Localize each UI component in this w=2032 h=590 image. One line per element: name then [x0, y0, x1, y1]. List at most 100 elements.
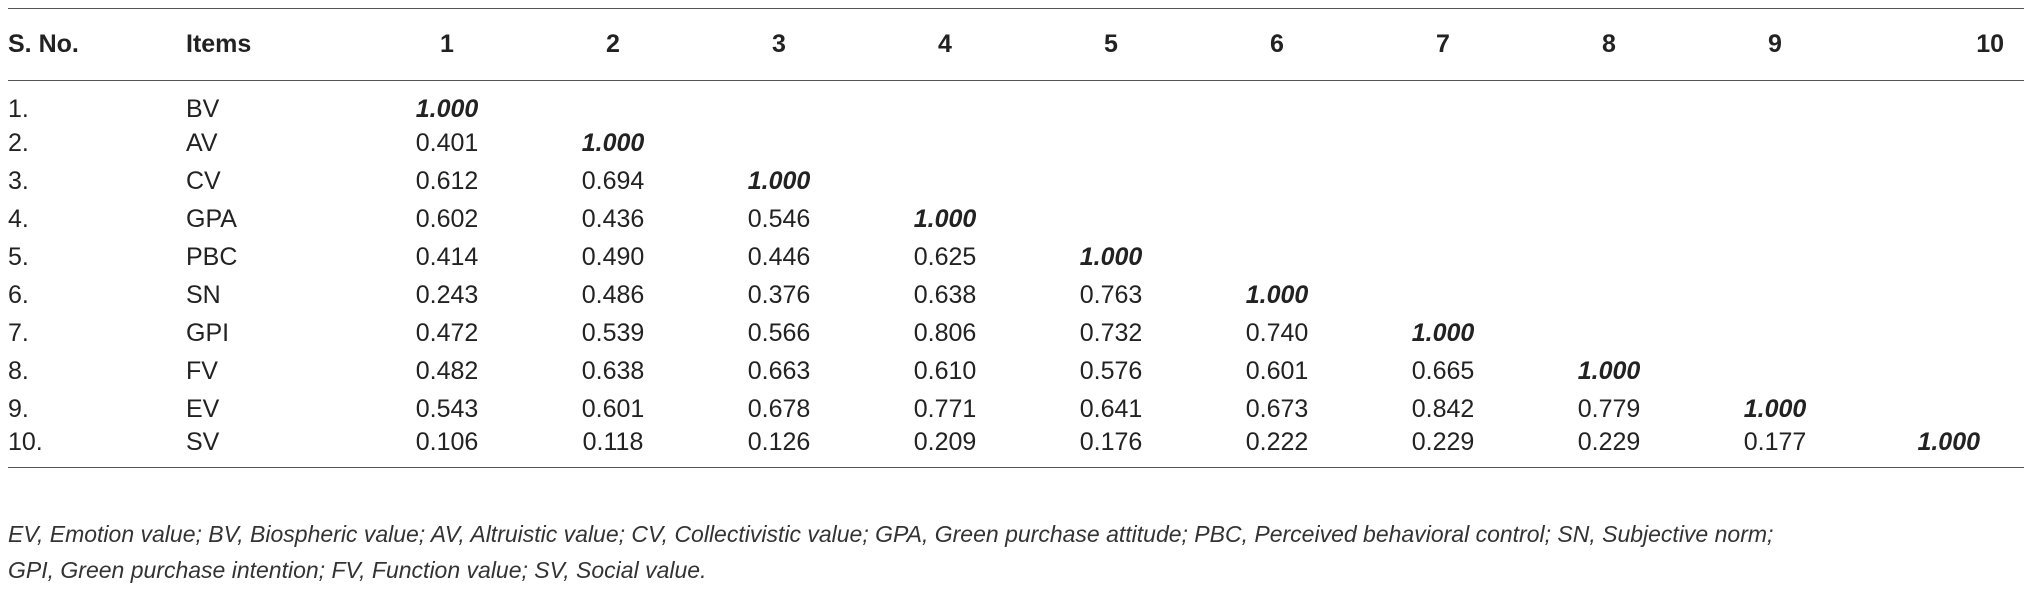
row-item: BV [186, 95, 220, 123]
diagonal-cell: 1.000 [747, 166, 811, 195]
correlation-cell [1858, 314, 2024, 352]
row-sno: 1. [8, 95, 29, 123]
table-body: 1. BV 1.000 2. AV 0.401 1.000 3. CV 0.612 0.694 1.0… [8, 81, 2024, 468]
header-col-5: 5 [1104, 30, 1118, 58]
correlation-cell: 0.106 [415, 428, 479, 456]
table-header: S. No. Items 1 2 3 4 5 6 7 8 9 10 [8, 8, 2024, 81]
correlation-cell: 0.610 [913, 356, 977, 385]
row-item: AV [186, 128, 218, 157]
correlation-cell: 0.601 [1245, 356, 1309, 385]
correlation-cell: 0.602 [415, 204, 479, 233]
correlation-cell [1692, 314, 1858, 352]
diagonal-cell: 1.000 [1411, 318, 1475, 347]
table-row: 1. BV 1.000 [8, 81, 2024, 125]
table-row: 7. GPI 0.472 0.539 0.566 0.806 0.732 0.740 1.000 [8, 314, 2024, 352]
correlation-cell [1858, 352, 2024, 390]
row-item: PBC [186, 242, 238, 271]
correlation-cell: 0.740 [1245, 318, 1309, 347]
row-sno: 7. [8, 318, 29, 347]
correlation-cell [1692, 200, 1858, 238]
header-col-3: 3 [772, 30, 786, 58]
correlation-cell: 0.376 [747, 280, 811, 309]
header-col-1: 1 [440, 30, 454, 58]
correlation-cell: 0.446 [747, 242, 811, 271]
row-sno: 10. [8, 428, 43, 456]
correlation-cell: 0.732 [1079, 318, 1143, 347]
correlation-cell: 0.222 [1245, 428, 1309, 456]
header-col-2: 2 [606, 30, 620, 58]
diagonal-cell: 1.000 [1245, 280, 1309, 309]
correlation-cell [1692, 238, 1858, 276]
correlation-cell [696, 81, 862, 125]
correlation-cell: 0.401 [415, 128, 479, 157]
correlation-cell: 0.546 [747, 204, 811, 233]
row-item: GPA [186, 204, 237, 233]
row-item: CV [186, 166, 221, 195]
row-item: SV [186, 428, 220, 456]
correlation-cell: 0.641 [1079, 394, 1143, 423]
correlation-cell: 0.665 [1411, 356, 1475, 385]
diagonal-cell: 1.000 [1079, 242, 1143, 271]
correlation-cell: 0.638 [913, 280, 977, 309]
correlation-cell: 0.625 [913, 242, 977, 271]
correlation-cell [1194, 81, 1360, 125]
correlation-cell: 0.176 [1079, 428, 1143, 456]
diagonal-cell: 1.000 [1577, 356, 1641, 385]
correlation-cell: 0.612 [415, 166, 479, 195]
correlation-cell: 0.229 [1411, 428, 1475, 456]
header-col-6: 6 [1270, 30, 1284, 58]
correlation-cell: 0.779 [1577, 394, 1641, 423]
correlation-cell [1526, 200, 1692, 238]
row-item: GPI [186, 318, 230, 347]
correlation-cell [696, 124, 862, 162]
correlation-cell: 0.763 [1079, 280, 1143, 309]
diagonal-cell: 1.000 [1743, 394, 1807, 423]
table-row: 9. EV 0.543 0.601 0.678 0.771 0.641 0.673 0.842 0… [8, 390, 2024, 428]
correlation-cell [1028, 81, 1194, 125]
correlation-cell: 0.229 [1577, 428, 1641, 456]
correlation-cell: 0.678 [747, 394, 811, 423]
correlation-cell: 0.436 [581, 204, 645, 233]
correlation-cell: 0.663 [747, 356, 811, 385]
correlation-cell [1526, 162, 1692, 200]
correlation-cell: 0.543 [415, 394, 479, 423]
table-row: 4. GPA 0.602 0.436 0.546 1.000 [8, 200, 2024, 238]
correlation-cell [1858, 124, 2024, 162]
correlation-cell [530, 81, 696, 125]
row-sno: 2. [8, 128, 29, 157]
header-items: Items [186, 30, 252, 58]
row-item: FV [186, 356, 218, 385]
diagonal-cell: 1.000 [913, 204, 977, 233]
correlation-cell: 0.486 [581, 280, 645, 309]
correlation-cell: 0.118 [582, 428, 644, 456]
diagonal-cell: 1.000 [415, 95, 479, 123]
correlation-cell [1526, 276, 1692, 314]
correlation-cell: 0.490 [581, 242, 645, 271]
correlation-cell: 0.601 [581, 394, 645, 423]
correlation-cell [1526, 81, 1692, 125]
footnote-line-1: EV, Emotion value; BV, Biospheric value;… [8, 521, 1774, 547]
correlation-cell [1194, 124, 1360, 162]
correlation-cell [1858, 276, 2024, 314]
correlation-cell: 0.126 [747, 428, 811, 456]
correlation-cell [1360, 81, 1526, 125]
correlation-cell [1028, 162, 1194, 200]
table-footnote: EV, Emotion value; BV, Biospheric value;… [8, 516, 2018, 588]
correlation-cell: 0.638 [581, 356, 645, 385]
correlation-cell [862, 124, 1028, 162]
correlation-cell: 0.177 [1743, 428, 1807, 456]
correlation-cell [1858, 162, 2024, 200]
header-col-7: 7 [1436, 30, 1450, 58]
row-sno: 8. [8, 356, 29, 385]
diagonal-cell: 1.000 [581, 128, 645, 157]
header-row: S. No. Items 1 2 3 4 5 6 7 8 9 10 [8, 8, 2024, 81]
correlation-cell: 0.842 [1411, 394, 1475, 423]
header-col-4: 4 [938, 30, 952, 58]
correlation-cell [1360, 162, 1526, 200]
table-row: 10. SV 0.106 0.118 0.126 0.209 0.176 0.222 0.229… [8, 428, 2024, 468]
correlation-cell [1526, 314, 1692, 352]
correlation-cell: 0.539 [581, 318, 645, 347]
correlation-cell: 0.566 [747, 318, 811, 347]
correlation-cell [1526, 124, 1692, 162]
correlation-cell: 0.694 [581, 166, 645, 195]
